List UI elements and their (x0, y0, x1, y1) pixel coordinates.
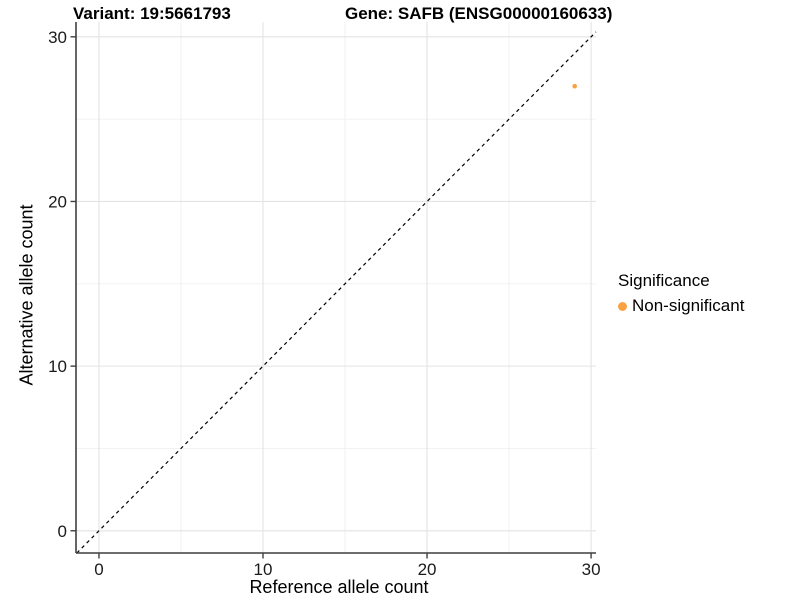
x-tick-label: 0 (94, 560, 103, 579)
legend-title: Significance (618, 271, 710, 290)
y-tick-label: 20 (48, 192, 67, 211)
x-axis-title: Reference allele count (249, 577, 429, 597)
data-point (572, 83, 577, 89)
legend-item: Non-significant (618, 296, 744, 316)
x-tick-label: 10 (254, 560, 273, 579)
identity-reference-line (76, 31, 597, 554)
x-tick-label: 30 (582, 560, 601, 579)
legend: Significance Non-significant (618, 271, 744, 316)
y-tick-label: 30 (48, 28, 67, 47)
gene-title: Gene: SAFB (ENSG00000160633) (345, 4, 613, 23)
legend-item-label: Non-significant (632, 296, 745, 315)
y-tick-label: 10 (48, 357, 67, 376)
y-tick-label: 0 (58, 522, 67, 541)
x-tick-label: 20 (418, 560, 437, 579)
y-axis-title: Alternative allele count (16, 204, 37, 386)
variant-title: Variant: 19:5661793 (73, 4, 231, 23)
legend-point-icon (618, 301, 627, 311)
